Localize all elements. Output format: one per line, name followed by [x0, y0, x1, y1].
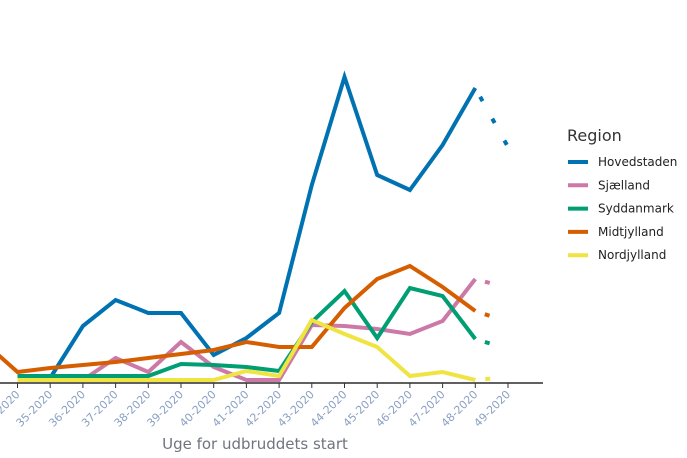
x-axis-title: Uge for udbruddets start [162, 435, 348, 453]
series-projection-syddanmark [474, 337, 509, 351]
legend-item-syddanmark: Syddanmark [568, 202, 674, 216]
series-projection-nordjylland [475, 375, 509, 382]
series-line-midtjylland [0, 263, 477, 375]
legend-item-hovedstaden: Hovedstaden [568, 155, 677, 169]
legend-label: Sjælland [598, 178, 650, 192]
legend-title: Region [567, 126, 622, 145]
x-ticks: 34-202035-202036-202037-202038-202039-20… [0, 383, 513, 430]
series-projection-midtjylland [474, 309, 509, 324]
series-projection-hovedstaden [473, 87, 510, 148]
series-line-hovedstaden [17, 70, 478, 380]
series-line-nordjylland [17, 317, 476, 382]
legend-label: Nordjylland [598, 248, 666, 262]
x-tick-label: 49-2020 [471, 388, 513, 430]
legend-label: Midtjylland [598, 225, 664, 239]
legend: Region Hovedstaden Sjælland Syddanmark Midt… [567, 126, 677, 262]
legend-item-sjælland: Sjælland [568, 178, 650, 192]
legend-label: Syddanmark [598, 202, 674, 216]
series-projection-sjælland [474, 277, 509, 290]
series-line-sjælland [17, 277, 477, 382]
series-line-syddanmark [17, 285, 477, 378]
legend-label: Hovedstaden [598, 155, 677, 169]
plot-lines [0, 70, 510, 382]
legend-item-midtjylland: Midtjylland [568, 225, 664, 239]
legend-item-nordjylland: Nordjylland [568, 248, 666, 262]
